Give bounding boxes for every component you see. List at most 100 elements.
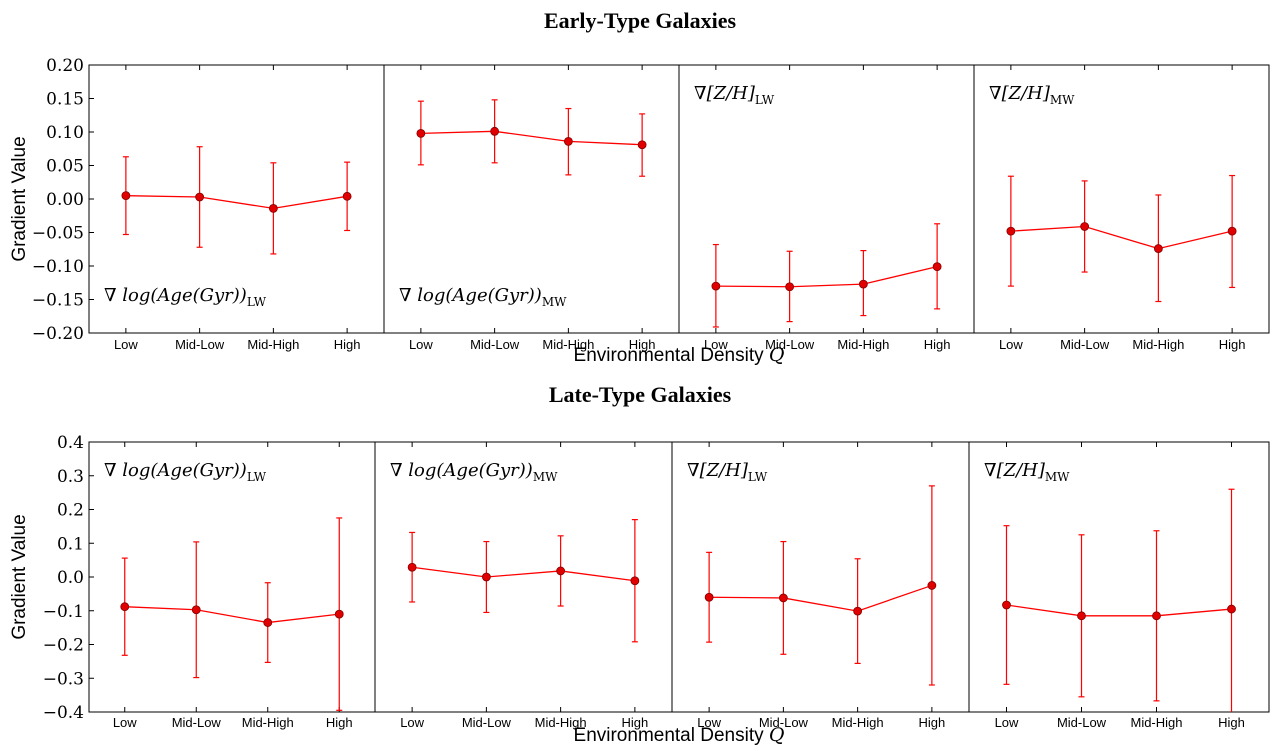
- y-tick-label: 0.10: [46, 123, 84, 143]
- x-axis-label-symbol: Q: [769, 724, 785, 746]
- chart-title: Late-Type Galaxies: [549, 382, 732, 407]
- y-tick-label: 0.1: [57, 534, 84, 554]
- x-tick-label: Mid-Low: [172, 715, 222, 730]
- data-point: [263, 618, 273, 627]
- x-axis-label: Environmental Density Q: [574, 344, 785, 366]
- x-tick-label: Low: [400, 715, 424, 730]
- data-point: [1002, 600, 1011, 610]
- panel-1: Low Mid-Low Mid-High High ∇ log(Age(Gyr))LW: [88, 441, 376, 730]
- chart-early-type: Early-Type Galaxies 0.20 0.15 0.10 0.05 0.00 −…: [9, 8, 1270, 366]
- y-tick-label: −0.1: [43, 602, 84, 622]
- y-tick-label: −0.2: [43, 636, 84, 656]
- panel-label-sub: MW: [533, 470, 558, 484]
- panel-3: Low Mid-Low Mid-High High ∇[Z/H]LW: [678, 64, 975, 352]
- data-point: [556, 566, 566, 576]
- x-tick-label: Mid-Low: [470, 337, 520, 352]
- panel-label-main: ∇ log(Age(Gyr)): [399, 285, 542, 306]
- panel-3: Low Mid-Low Mid-High High ∇[Z/H]LW: [671, 441, 970, 730]
- y-tick-label: −0.15: [32, 291, 84, 311]
- data-point: [120, 602, 130, 612]
- x-tick-label: Low: [697, 715, 721, 730]
- data-point: [490, 126, 500, 136]
- data-point: [195, 192, 205, 202]
- x-tick-label: Mid-High: [542, 337, 594, 352]
- panel-label: ∇[Z/H]MW: [984, 460, 1070, 484]
- data-point: [191, 605, 201, 615]
- panel-label-main: ∇[Z/H]: [694, 83, 756, 104]
- series-line: [124, 606, 340, 624]
- x-tick-label: High: [629, 337, 656, 352]
- series-line: [715, 266, 938, 288]
- data-point: [1153, 244, 1163, 253]
- x-tick-label: High: [326, 715, 353, 730]
- panel-label: ∇ log(Age(Gyr))LW: [104, 460, 267, 484]
- panel-label-sub: MW: [1045, 470, 1070, 484]
- x-tick-label: High: [924, 337, 951, 352]
- x-tick-label: High: [622, 715, 649, 730]
- panel-label: ∇[Z/H]MW: [989, 83, 1075, 107]
- panel-frame: [671, 441, 970, 713]
- x-tick-label: Mid-Low: [1060, 337, 1110, 352]
- panel-label-sub: MW: [1050, 93, 1075, 107]
- y-tick-label: 0.20: [46, 56, 84, 76]
- panel-label-sub: LW: [755, 93, 775, 107]
- y-tick-label: 0.00: [46, 190, 84, 210]
- panel-label-sub: LW: [748, 470, 768, 484]
- y-tick-label: 0.05: [46, 157, 84, 177]
- panel-4: Low Mid-Low Mid-High High ∇[Z/H]MW: [973, 64, 1270, 352]
- data-point: [1227, 604, 1236, 614]
- data-point: [1227, 226, 1237, 236]
- series-line: [1006, 604, 1232, 617]
- x-tick-label: Mid-Low: [175, 337, 225, 352]
- x-tick-label: Low: [995, 715, 1019, 730]
- x-tick-label: Mid-Low: [1057, 715, 1107, 730]
- data-point: [121, 191, 131, 201]
- chart-late-type: Late-Type Galaxies 0.4 0.3 0.2 0.1 0.0 −0.1 −0.…: [9, 382, 1270, 746]
- panel-label-sub: LW: [247, 295, 267, 309]
- panel-label: ∇ log(Age(Gyr))MW: [399, 285, 567, 309]
- x-tick-label: Low: [114, 337, 138, 352]
- x-tick-label: Mid-High: [832, 715, 884, 730]
- data-point: [858, 279, 868, 289]
- x-tick-label: Low: [113, 715, 137, 730]
- data-point: [711, 281, 721, 291]
- x-tick-label: High: [334, 337, 361, 352]
- x-tick-label: Mid-Low: [765, 337, 815, 352]
- y-tick-label: 0.2: [57, 501, 84, 521]
- data-point: [407, 562, 417, 572]
- data-point: [637, 140, 647, 150]
- data-point: [927, 581, 937, 590]
- y-axis-label: Gradient Value: [9, 136, 30, 261]
- x-tick-label: High: [919, 715, 946, 730]
- panel-label-main: ∇[Z/H]: [687, 460, 749, 481]
- x-tick-label: Mid-High: [535, 715, 587, 730]
- data-point: [563, 136, 573, 146]
- data-point: [932, 262, 942, 272]
- x-tick-label: Mid-Low: [462, 715, 512, 730]
- data-point: [268, 203, 278, 213]
- data-point: [853, 606, 863, 616]
- panel-label: ∇[Z/H]LW: [687, 460, 768, 484]
- x-tick-label: Low: [999, 337, 1023, 352]
- x-tick-label: High: [1219, 337, 1246, 352]
- x-tick-label: Mid-High: [247, 337, 299, 352]
- y-tick-label: 0.4: [57, 433, 84, 453]
- data-point: [785, 282, 795, 292]
- panel-label-sub: MW: [542, 295, 567, 309]
- x-axis-label-text: Environmental Density: [574, 345, 769, 366]
- y-tick-label: 0.3: [57, 467, 84, 487]
- panel-label: ∇ log(Age(Gyr))MW: [390, 460, 558, 484]
- y-tick-label: −0.05: [32, 224, 84, 244]
- panel-1: Low Mid-Low Mid-High High ∇ log(Age(Gyr))LW: [88, 64, 385, 352]
- panel-label-main: ∇[Z/H]: [989, 83, 1051, 104]
- panel-frame: [374, 441, 673, 713]
- panel-label-main: ∇ log(Age(Gyr)): [104, 460, 247, 481]
- panel-label-main: ∇[Z/H]: [984, 460, 1046, 481]
- panel-4: Low Mid-Low Mid-High High ∇[Z/H]MW: [968, 441, 1270, 730]
- panel-label-main: ∇ log(Age(Gyr)): [104, 285, 247, 306]
- panel-frame: [968, 441, 1270, 713]
- panel-label: ∇ log(Age(Gyr))LW: [104, 285, 267, 309]
- y-tick-label: −0.4: [43, 703, 84, 723]
- series-line: [412, 566, 635, 582]
